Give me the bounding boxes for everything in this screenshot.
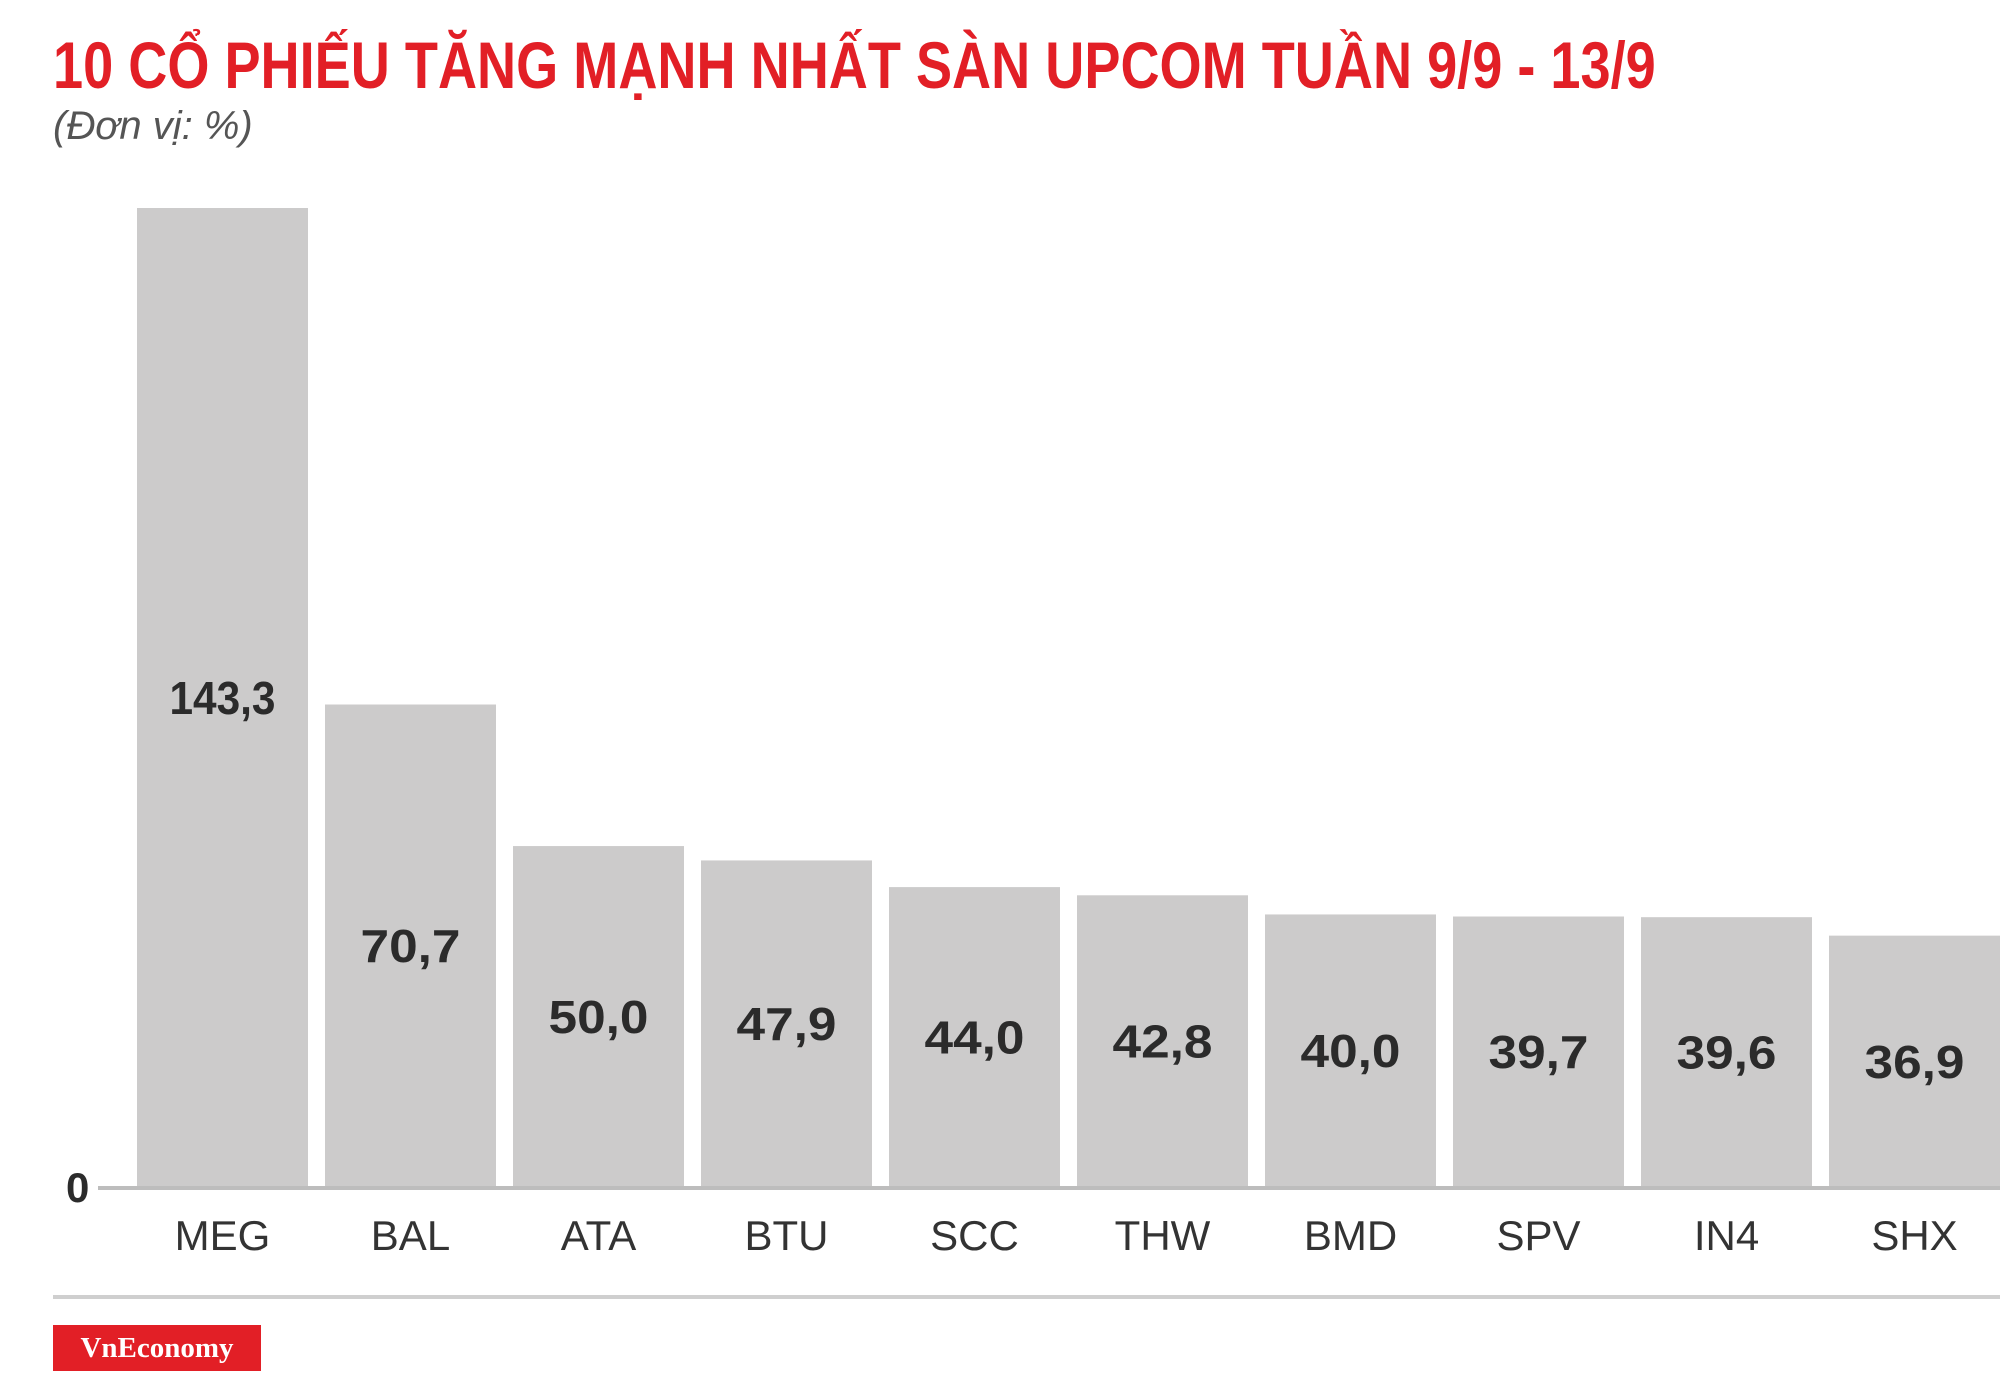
bar-shx <box>1829 935 2000 1188</box>
data-label-bmd: 40,0 <box>1301 1025 1401 1077</box>
x-tick-btu: BTU <box>745 1212 829 1259</box>
footer-divider <box>53 1295 2000 1299</box>
x-tick-bmd: BMD <box>1304 1212 1397 1259</box>
bar-bmd <box>1265 914 1436 1188</box>
x-tick-meg: MEG <box>175 1212 271 1259</box>
chart-title: 10 CỔ PHIẾU TĂNG MẠNH NHẤT SÀN UPCOM TUẦ… <box>53 28 1656 102</box>
bar-bal <box>325 704 496 1188</box>
data-label-scc: 44,0 <box>925 1012 1025 1064</box>
data-label-shx: 36,9 <box>1865 1036 1965 1088</box>
data-label-btu: 47,9 <box>737 998 837 1050</box>
bars-group: 143,3 MEG 70,7 BAL 50,0 ATA 47,9 BTU 44,0 SCC 42,8… <box>137 208 2000 1259</box>
bar-spv <box>1453 916 1624 1188</box>
x-tick-spv: SPV <box>1496 1212 1580 1259</box>
data-label-in4: 39,6 <box>1677 1027 1777 1079</box>
data-label-bal: 70,7 <box>361 920 461 972</box>
bar-in4 <box>1641 917 1812 1188</box>
data-label-thw: 42,8 <box>1113 1016 1213 1068</box>
data-label-meg: 143,3 <box>170 672 276 724</box>
bar-ata <box>513 846 684 1188</box>
bar-chart: 143,3 MEG 70,7 BAL 50,0 ATA 47,9 BTU 44,0 SCC 42,8… <box>66 208 2000 1259</box>
unit-label: (Đơn vị: %) <box>53 104 253 148</box>
bar-scc <box>889 887 1060 1188</box>
x-tick-ata: ATA <box>561 1212 636 1259</box>
x-tick-in4: IN4 <box>1694 1212 1759 1259</box>
y-tick-zero: 0 <box>66 1164 89 1211</box>
bar-meg <box>137 208 308 1188</box>
x-tick-shx: SHX <box>1871 1212 1957 1259</box>
bar-btu <box>701 860 872 1188</box>
x-tick-bal: BAL <box>371 1212 450 1259</box>
bar-thw <box>1077 895 1248 1188</box>
data-label-ata: 50,0 <box>549 991 649 1043</box>
vneconomy-logo: VnEconomy <box>53 1325 261 1371</box>
data-label-spv: 39,7 <box>1489 1026 1589 1078</box>
x-tick-thw: THW <box>1115 1212 1211 1259</box>
x-tick-scc: SCC <box>930 1212 1019 1259</box>
